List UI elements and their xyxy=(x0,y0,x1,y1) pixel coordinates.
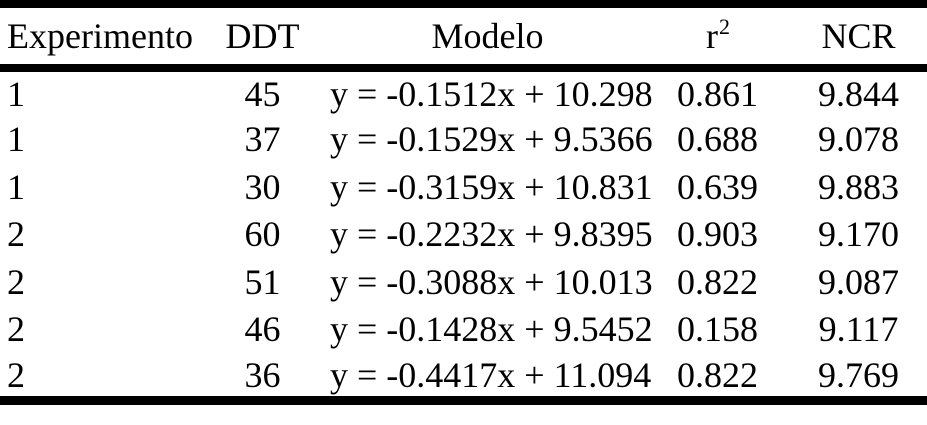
r-squared-base: r xyxy=(706,16,718,56)
cell-ddt: 45 xyxy=(244,73,281,114)
table-row: 1 30 y = -0.3159x + 10.831 0.639 9.883 xyxy=(0,163,927,211)
table-header: Experimento DDT Modelo r2 NCR xyxy=(0,4,927,68)
cell-ncr: 9.883 xyxy=(818,166,899,207)
cell-r2: 0.822 xyxy=(677,354,758,395)
cell-ddt: 46 xyxy=(244,309,281,350)
cell-r2: 0.861 xyxy=(677,73,758,114)
table-row: 2 36 y = -0.4417x + 11.094 0.822 9.769 xyxy=(0,353,927,401)
cell-ncr: 9.087 xyxy=(818,261,899,302)
cell-modelo: y = -0.1428x + 9.5452 xyxy=(330,309,653,350)
cell-r2: 0.158 xyxy=(677,309,758,350)
cell-r2: 0.639 xyxy=(677,166,758,207)
cell-ddt: 36 xyxy=(244,354,281,395)
cell-modelo: y = -0.3088x + 10.013 xyxy=(330,261,653,302)
cell-modelo: y = -0.1512x + 10.298 xyxy=(330,73,653,114)
cell-experimento: 2 xyxy=(7,261,25,302)
cell-ncr: 9.769 xyxy=(818,354,899,395)
cell-r2: 0.822 xyxy=(677,261,758,302)
cell-ncr: 9.844 xyxy=(818,73,899,114)
cell-ncr: 9.078 xyxy=(818,119,899,160)
column-header-ddt: DDT xyxy=(225,16,300,56)
cell-ddt: 30 xyxy=(244,166,281,207)
cell-ncr: 9.117 xyxy=(818,309,899,350)
cell-modelo: y = -0.3159x + 10.831 xyxy=(330,166,653,207)
column-header-experimento: Experimento xyxy=(7,16,193,56)
cell-ddt: 60 xyxy=(244,214,281,255)
column-header-ncr: NCR xyxy=(821,16,896,56)
table-row: 2 51 y = -0.3088x + 10.013 0.822 9.087 xyxy=(0,258,927,306)
cell-experimento: 1 xyxy=(7,73,25,114)
cell-experimento: 2 xyxy=(7,354,25,395)
table-row: 2 46 y = -0.1428x + 9.5452 0.158 9.117 xyxy=(0,306,927,354)
cell-modelo: y = -0.4417x + 11.094 xyxy=(330,354,652,395)
cell-experimento: 1 xyxy=(7,119,25,160)
cell-ncr: 9.170 xyxy=(818,214,899,255)
cell-r2: 0.903 xyxy=(677,214,758,255)
column-header-modelo: Modelo xyxy=(431,16,544,56)
cell-experimento: 2 xyxy=(7,309,25,350)
column-header-r-squared: r2 xyxy=(645,4,790,68)
cell-experimento: 1 xyxy=(7,166,25,207)
cell-r2: 0.688 xyxy=(677,119,758,160)
cell-ddt: 37 xyxy=(244,119,281,160)
cell-modelo: y = -0.2232x + 9.8395 xyxy=(330,214,653,255)
cell-modelo: y = -0.1529x + 9.5366 xyxy=(330,119,653,160)
regression-table: Experimento DDT Modelo r2 NCR 1 45 y = -0.… xyxy=(0,0,927,405)
table-row: 2 60 y = -0.2232x + 9.8395 0.903 9.170 xyxy=(0,211,927,259)
cell-ddt: 51 xyxy=(244,261,281,302)
table-body: 1 45 y = -0.1512x + 10.298 0.861 9.844 1 37 y =… xyxy=(0,68,927,401)
cell-experimento: 2 xyxy=(7,214,25,255)
r-squared-exponent: 2 xyxy=(719,14,730,39)
table-row: 1 37 y = -0.1529x + 9.5366 0.688 9.078 xyxy=(0,116,927,164)
table-row: 1 45 y = -0.1512x + 10.298 0.861 9.844 xyxy=(0,68,927,116)
header-row: Experimento DDT Modelo r2 NCR xyxy=(0,4,927,68)
